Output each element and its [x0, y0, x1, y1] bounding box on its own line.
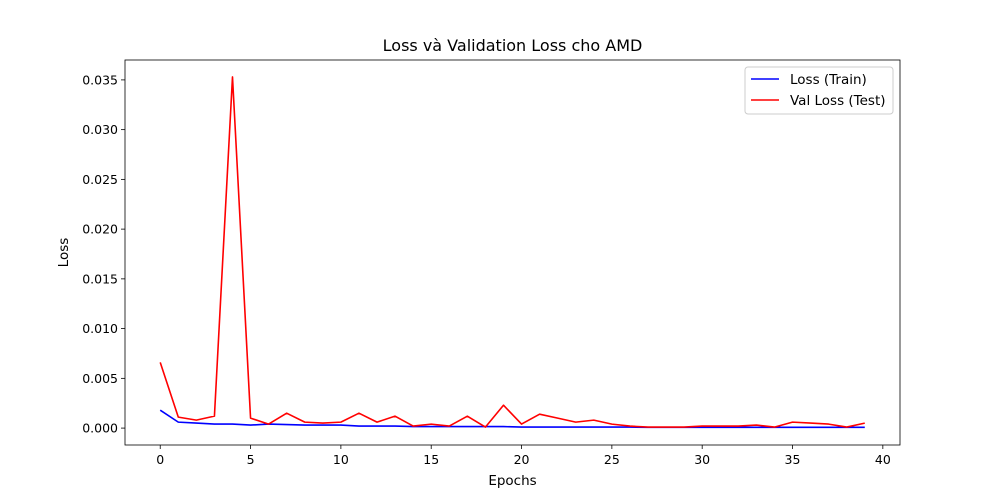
plot-area: 0 5 10 15 20 25 30 35 40 0.000 0.005 0.010 0.015 0.02… [82, 72, 891, 467]
series-line-val-loss [159, 76, 865, 428]
x-tick-label: 20 [514, 452, 530, 467]
x-tick-label: 0 [156, 452, 164, 467]
x-axis-label: Epochs [488, 473, 536, 489]
y-tick-label: 0.010 [82, 321, 118, 336]
y-tick-label: 0.000 [82, 421, 118, 436]
y-tick-label: 0.020 [82, 222, 118, 237]
x-tick-label: 5 [247, 452, 255, 467]
x-tick-label: 40 [875, 452, 891, 467]
chart-title: Loss và Validation Loss cho AMD [383, 36, 643, 55]
x-tick-label: 10 [333, 452, 349, 467]
y-tick-label: 0.015 [82, 271, 118, 286]
x-tick-label: 15 [423, 452, 439, 467]
x-tick-label: 35 [785, 452, 801, 467]
plot-frame [124, 59, 901, 446]
x-tick-label: 25 [604, 452, 620, 467]
y-tick-label: 0.025 [82, 172, 118, 187]
legend-label: Loss (Train) [790, 72, 867, 88]
y-tick-label: 0.035 [82, 72, 118, 87]
legend: Loss (Train) Val Loss (Test) [744, 66, 894, 115]
legend-label: Val Loss (Test) [790, 93, 886, 109]
x-tick-label: 30 [694, 452, 710, 467]
y-tick-label: 0.005 [82, 371, 118, 386]
series-line-train-loss [159, 409, 865, 429]
y-axis-label: Loss [56, 238, 72, 268]
legend-box [744, 66, 894, 115]
y-tick-label: 0.030 [82, 122, 118, 137]
